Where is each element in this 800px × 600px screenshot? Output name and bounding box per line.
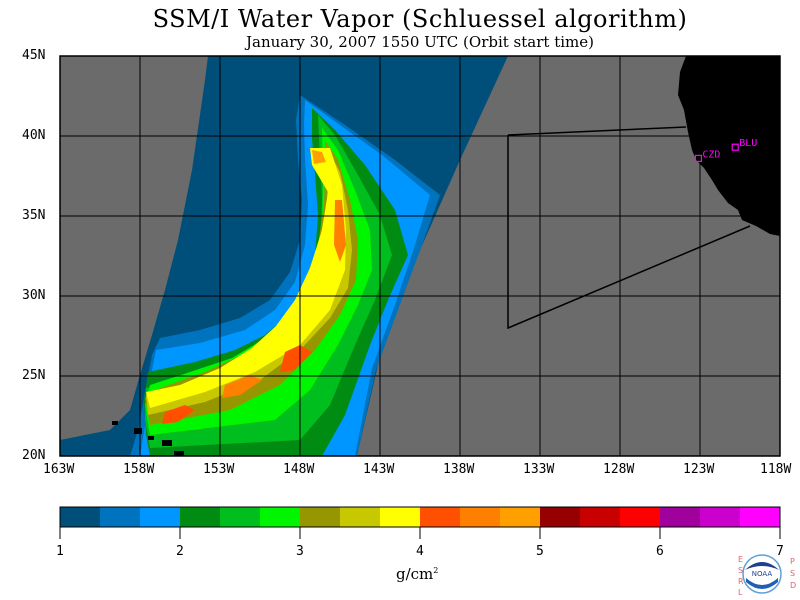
latitude-label: 40N [22, 128, 46, 143]
map-frame [59, 55, 781, 457]
chart-subtitle: January 30, 2007 1550 UTC (Orbit start t… [246, 33, 594, 51]
colorbar-cell [620, 507, 661, 527]
longitude-label: 123W [683, 462, 715, 477]
longitude-label: 118W [760, 462, 792, 477]
colorbar-cell [180, 507, 221, 527]
colorbar-cell [580, 507, 621, 527]
colorbar-cell [340, 507, 381, 527]
logo-letter: P [790, 557, 795, 566]
colorbar-ticks [59, 527, 781, 539]
logo-letter: E [738, 555, 743, 564]
noaa-logo-text: NOAA [752, 570, 773, 578]
logo-letter: S [738, 566, 743, 575]
colorbar-tick-label: 7 [776, 544, 784, 559]
spot-orange-4 [162, 405, 195, 424]
colorbar-cell [700, 507, 741, 527]
logo-letter: D [790, 581, 796, 590]
swath-band-yellow [146, 148, 346, 408]
colorbar-cell [740, 507, 781, 527]
colorbar-cell [260, 507, 301, 527]
chart-title: SSM/I Water Vapor (Schluessel algorithm) [152, 5, 688, 33]
colorbar-tick-label: 3 [296, 544, 304, 559]
colorbar-cell [60, 507, 101, 527]
longitude-label: 158W [123, 462, 155, 477]
colorbar-cell [380, 507, 421, 527]
latitude-label: 20N [22, 448, 46, 463]
longitude-label: 153W [203, 462, 235, 477]
spot-orange-3 [222, 375, 262, 398]
logo-letter: R [738, 577, 744, 586]
station-label: BLU [739, 138, 757, 149]
spot-orange-5 [312, 150, 326, 164]
colorbar-tick-label: 4 [416, 544, 424, 559]
longitude-label: 163W [43, 462, 75, 477]
colorbar-cells [59, 506, 781, 528]
noaa-logo-bird [745, 562, 779, 570]
colorbar-cell [220, 507, 261, 527]
station-markers: CZD BLU [694, 138, 757, 162]
spot-orange-2 [280, 345, 312, 372]
colorbar-cell [500, 507, 541, 527]
colorbar-tick-label: 5 [536, 544, 544, 559]
colorbar-unit: g/cm2 [396, 565, 439, 583]
latitude-label: 25N [22, 368, 46, 383]
longitude-label: 128W [603, 462, 635, 477]
latitude-label: 45N [22, 48, 46, 63]
station-label: CZD [702, 149, 720, 160]
orbit-outline [507, 126, 751, 330]
colorbar-cell [300, 507, 341, 527]
longitude-label: 148W [283, 462, 315, 477]
latitude-label: 30N [22, 288, 46, 303]
colorbar-tick-label: 1 [56, 544, 64, 559]
latitude-label: 35N [22, 208, 46, 223]
hawaiian-islands [112, 421, 184, 456]
colorbar-cell [420, 507, 461, 527]
station-marker [694, 154, 703, 162]
colorbar-cell [540, 507, 581, 527]
noaa-logo-wave [746, 578, 778, 589]
colorbar-tick-label: 2 [176, 544, 184, 559]
swath-max-spots [162, 150, 346, 424]
colorbar-frame [59, 506, 781, 528]
swath-band-brightgreen [145, 128, 372, 435]
colorbar-tick-label: 6 [656, 544, 664, 559]
longitude-label: 143W [363, 462, 395, 477]
logo-right-letters: PSD [790, 557, 796, 590]
colorbar-cell [460, 507, 501, 527]
colorbar-cell [660, 507, 701, 527]
longitude-label: 133W [523, 462, 555, 477]
colorbar-cell [140, 507, 181, 527]
north-america-land [678, 56, 780, 236]
water-vapor-map: CZD BLU [59, 55, 781, 457]
longitude-label: 138W [443, 462, 475, 477]
logo-letter: L [738, 588, 743, 597]
logo-letter: S [790, 569, 795, 578]
station-marker [731, 143, 739, 151]
colorbar-cell [100, 507, 141, 527]
